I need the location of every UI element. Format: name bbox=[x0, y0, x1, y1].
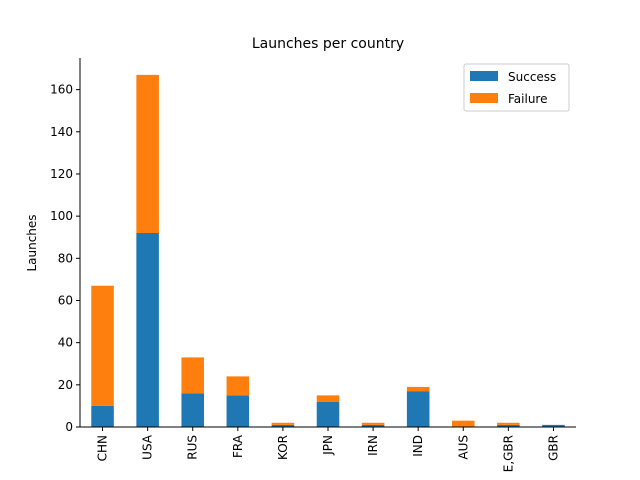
y-tick-label: 100 bbox=[50, 209, 73, 223]
y-tick-label: 20 bbox=[58, 378, 73, 392]
y-tick-label: 140 bbox=[50, 125, 73, 139]
bar-failure-rus bbox=[181, 357, 204, 394]
bar-failure-aus bbox=[452, 420, 475, 427]
legend: Success Failure bbox=[463, 63, 570, 112]
bar-failure-e-gbr bbox=[497, 422, 520, 425]
bar-success-kor bbox=[271, 424, 295, 427]
legend-label-failure: Failure bbox=[508, 92, 547, 106]
bar-success-chn bbox=[91, 405, 114, 427]
bar-success-rus bbox=[181, 393, 204, 427]
axes-group: 0 20 40 60 80 100 120 140 160 CHN USA RUS FRA KOR JPN I… bbox=[50, 58, 576, 472]
bar-failure-fra bbox=[226, 376, 250, 396]
y-tick-label: 80 bbox=[58, 251, 73, 265]
bar-success-usa bbox=[136, 233, 159, 427]
bar-success-fra bbox=[226, 395, 250, 427]
bar-success-gbr bbox=[542, 424, 565, 427]
bar-success-ind bbox=[406, 391, 430, 427]
bar-failure-irn bbox=[361, 422, 385, 425]
x-tick-label: KOR bbox=[276, 435, 290, 460]
x-tick-label: CHN bbox=[96, 435, 110, 461]
x-tick-label: USA bbox=[141, 434, 155, 460]
bar-failure-kor bbox=[271, 422, 295, 425]
x-tick-label: E,GBR bbox=[501, 435, 515, 472]
y-axis-label: Launches bbox=[25, 214, 39, 271]
y-tick-label: 160 bbox=[50, 83, 73, 97]
x-tick-label: FRA bbox=[231, 434, 245, 458]
legend-swatch-failure bbox=[470, 93, 498, 103]
bar-failure-chn bbox=[91, 285, 114, 406]
y-tick-label: 40 bbox=[58, 336, 73, 350]
bar-success-e-gbr bbox=[497, 424, 520, 427]
y-tick-label: 120 bbox=[50, 167, 73, 181]
legend-label-success: Success bbox=[508, 70, 556, 84]
bar-failure-jpn bbox=[316, 395, 340, 402]
bar-failure-usa bbox=[136, 74, 159, 234]
chart-title: Launches per country bbox=[252, 36, 404, 52]
x-tick-label: IND bbox=[411, 435, 425, 457]
x-tick-label: IRN bbox=[366, 435, 380, 456]
bar-failure-ind bbox=[406, 386, 430, 392]
y-tick-label: 0 bbox=[65, 420, 73, 434]
x-tick-label: JPN bbox=[321, 435, 335, 456]
bar-success-jpn bbox=[316, 401, 340, 427]
bars-group bbox=[91, 74, 565, 427]
bar-success-irn bbox=[361, 424, 385, 427]
legend-swatch-success bbox=[470, 71, 498, 81]
x-tick-label: GBR bbox=[546, 435, 560, 461]
x-tick-label: AUS bbox=[456, 435, 470, 460]
y-tick-label: 60 bbox=[58, 293, 73, 307]
x-tick-label: RUS bbox=[186, 435, 200, 460]
